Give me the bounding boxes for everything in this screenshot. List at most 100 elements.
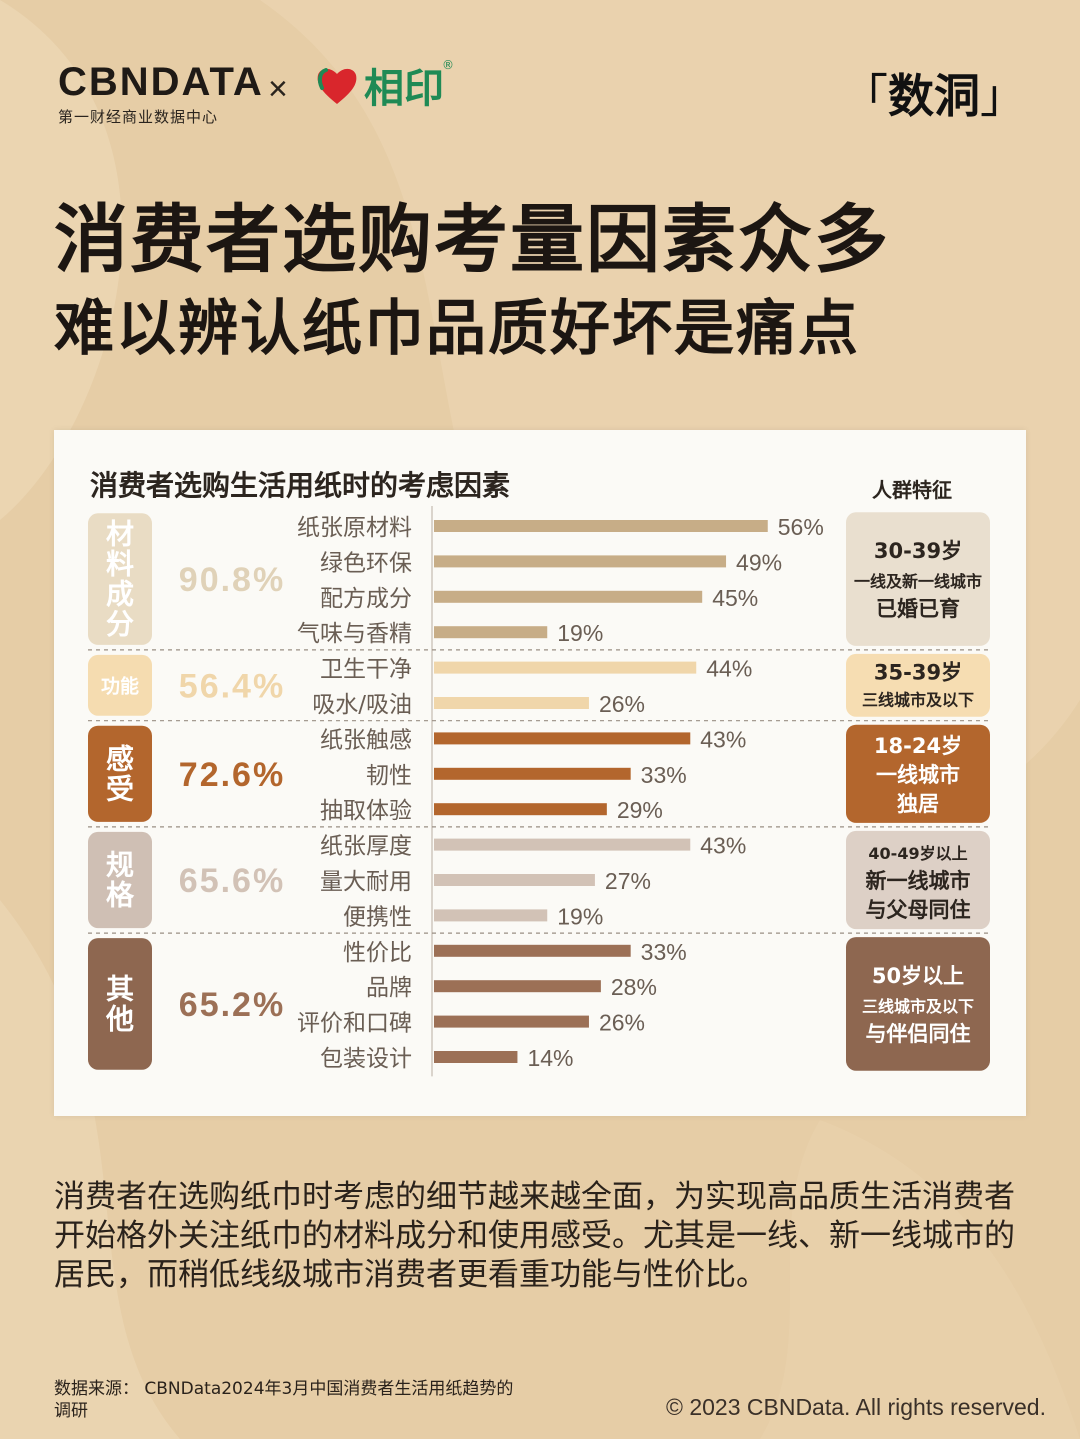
factor-value: 49% — [736, 549, 782, 575]
factor-value: 33% — [641, 762, 687, 788]
factor-label: 量大耐用 — [320, 869, 412, 895]
bracket-left: 「 — [842, 69, 888, 123]
heart-icon — [317, 68, 357, 104]
crowd-header: 人群特征 — [872, 478, 952, 502]
factor-label: 配方成分 — [320, 586, 412, 612]
factor-bar — [434, 626, 548, 639]
factor-bar — [434, 555, 727, 568]
group-tag — [88, 654, 152, 716]
factor-label: 品牌 — [366, 975, 412, 1001]
crowd-text: 与父母同住 — [866, 898, 971, 922]
factor-label: 包装设计 — [320, 1046, 412, 1072]
factor-label: 纸张厚度 — [320, 834, 412, 860]
factor-label: 评价和口碑 — [297, 1011, 412, 1037]
factor-value: 19% — [557, 620, 603, 646]
factor-value: 45% — [712, 585, 758, 611]
shudong-text: 数洞 — [888, 69, 980, 123]
group-tag-label: 分 — [106, 608, 134, 641]
crowd-text: 三线城市及以下 — [862, 997, 974, 1016]
group-tag-label: 功能 — [101, 674, 139, 697]
factor-label: 韧性 — [366, 763, 412, 789]
group-tag-label: 其 — [106, 973, 134, 1006]
factor-label: 吸水/吸油 — [312, 692, 412, 718]
factor-value: 28% — [611, 974, 657, 1000]
chart-title: 消费者选购生活用纸时的考虑因素 — [90, 469, 511, 502]
group-percent: 56.4% — [179, 667, 285, 705]
factor-label: 性价比 — [343, 940, 412, 966]
copyright: © 2023 CBNData. All rights reserved. — [665, 1394, 1046, 1420]
group-percent: 72.6% — [179, 756, 285, 794]
group-tag-label: 材 — [106, 518, 134, 551]
crowd-box — [846, 724, 990, 823]
factor-value: 43% — [700, 833, 746, 859]
group-percent: 90.8% — [179, 561, 285, 599]
factor-bar — [434, 803, 607, 816]
crowd-text: 35-39岁 — [874, 661, 962, 685]
factor-bar — [434, 980, 601, 993]
factor-value: 19% — [557, 903, 603, 929]
group-percent: 65.2% — [179, 986, 285, 1024]
partner-name: 相印 — [364, 66, 444, 112]
crowd-text: 三线城市及以下 — [862, 691, 974, 710]
group-tag-label: 成 — [106, 578, 134, 611]
cbndata-logo: CBNDATA 第一财经商业数据中心 — [58, 62, 264, 127]
factor-bar — [434, 767, 631, 780]
factor-value: 44% — [706, 656, 752, 682]
bracket-right: 」 — [980, 69, 1026, 123]
factor-bar — [434, 944, 631, 957]
group-tag-label: 感 — [106, 742, 134, 775]
cbndata-subtitle: 第一财经商业数据中心 — [58, 108, 219, 126]
factor-label: 气味与香精 — [297, 621, 412, 647]
crowd-box — [846, 653, 990, 717]
factor-label: 纸张原材料 — [297, 515, 412, 541]
crowd-text: 新一线城市 — [866, 869, 971, 893]
factor-label: 卫生干净 — [320, 657, 412, 683]
factor-value: 33% — [641, 939, 687, 965]
group-tag-label: 规 — [106, 849, 134, 882]
group-tag — [88, 831, 152, 929]
factor-bar — [434, 661, 697, 674]
crowd-text: 与伴侣同住 — [866, 1022, 971, 1046]
group-tag-label: 他 — [105, 1003, 134, 1036]
factor-bar — [434, 874, 595, 886]
crowd-text: 独居 — [897, 792, 939, 816]
crowd-text: 18-24岁 — [874, 734, 962, 758]
crowd-box — [846, 512, 990, 646]
factor-value: 14% — [527, 1045, 573, 1071]
factor-label: 抽取体验 — [320, 798, 412, 824]
chart-panel: 消费者选购生活用纸时的考虑因素 人群特征 材料成分 90.8% 纸张原材料 56% 绿色… — [54, 430, 1026, 1116]
factor-label: 纸张触感 — [320, 727, 412, 753]
crowd-box — [846, 830, 990, 930]
group-tag — [88, 725, 152, 822]
factor-bar — [434, 732, 691, 745]
factor-value: 26% — [599, 691, 645, 717]
group-tag — [88, 513, 152, 645]
factor-value: 29% — [617, 797, 663, 823]
collab-times: × — [268, 70, 288, 108]
partner-registered: ® — [442, 58, 454, 72]
cbndata-brand: CBNDATA — [58, 60, 264, 104]
factor-bar — [434, 1051, 518, 1063]
factor-value: 43% — [700, 726, 746, 752]
factor-label: 便携性 — [343, 904, 412, 930]
crowd-text: 已婚已育 — [876, 597, 960, 621]
crowd-text: 一线城市 — [876, 763, 960, 787]
factor-label: 绿色环保 — [320, 550, 412, 576]
page-subtitle: 难以辨认纸巾品质好坏是痛点 — [54, 294, 860, 364]
crowd-text: 一线及新一线城市 — [854, 572, 982, 591]
group-tag-label: 格 — [106, 879, 135, 912]
page-title: 消费者选购考量因素众多 — [54, 197, 890, 283]
factor-bar — [434, 520, 768, 532]
group-tag — [88, 938, 152, 1070]
factor-value: 27% — [605, 868, 651, 894]
factor-bar — [434, 838, 691, 851]
crowd-box — [846, 937, 990, 1071]
group-tag-label: 受 — [106, 772, 134, 805]
data-source: 数据来源： CBNData2024年3月中国消费者生活用纸趋势的调研 — [54, 1379, 514, 1421]
crowd-text: 30-39岁 — [874, 539, 962, 563]
factor-value: 26% — [599, 1010, 645, 1036]
factor-bar — [434, 1015, 589, 1028]
factor-bar — [434, 697, 589, 709]
factor-bar — [434, 909, 548, 922]
factor-bar — [434, 590, 703, 603]
